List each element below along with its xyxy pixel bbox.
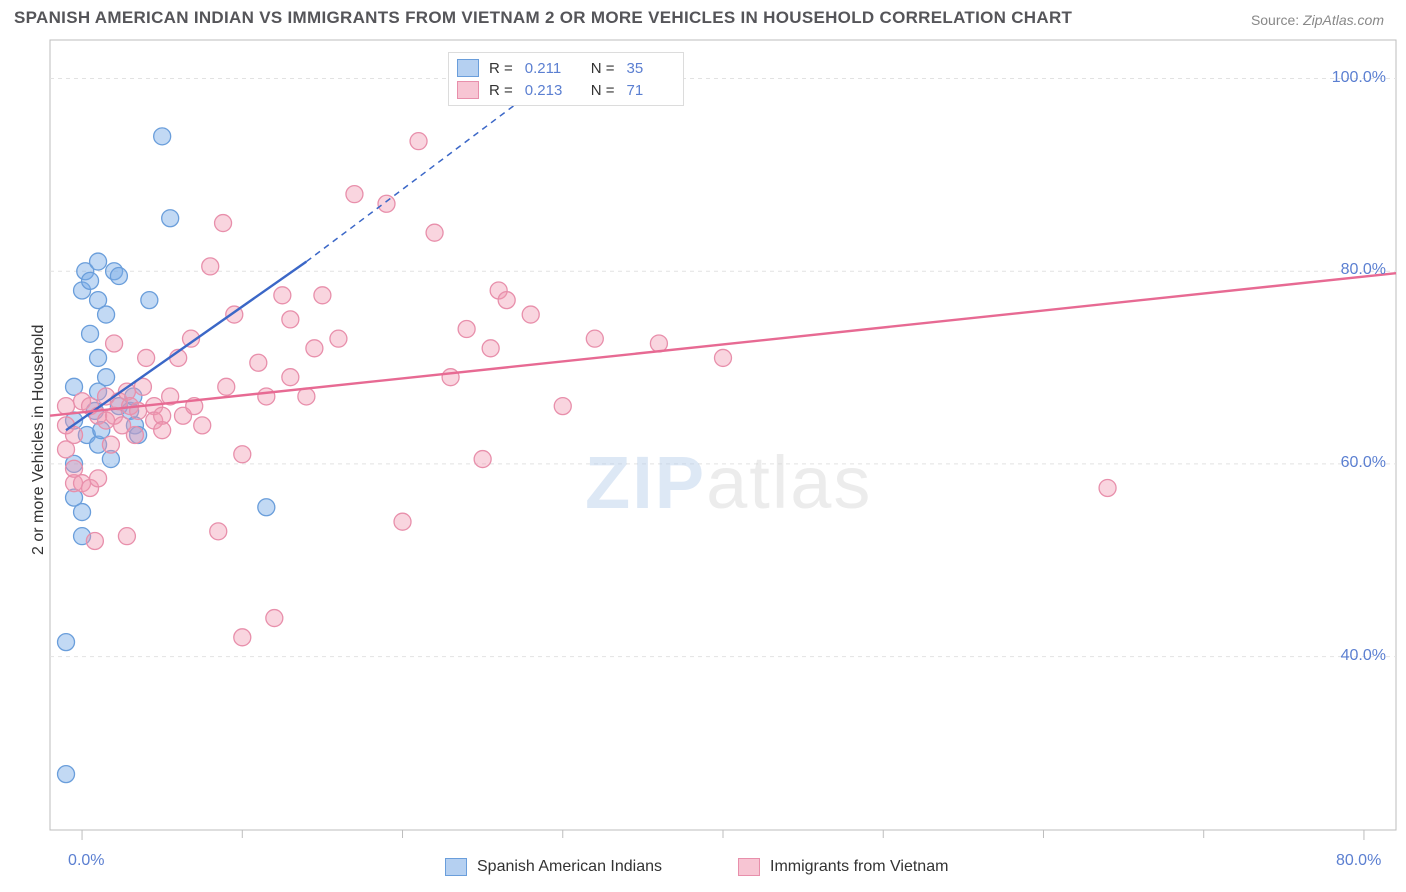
legend-r-value: 0.213 — [525, 82, 571, 99]
correlation-chart: ZIPatlas 2 or more Vehicles in Household… — [0, 0, 1406, 892]
chart-svg — [0, 0, 1406, 892]
legend-r-label: R = — [489, 82, 513, 99]
legend-swatch-pink — [738, 858, 760, 876]
legend-n-value: 35 — [627, 60, 673, 77]
x-tick-label: 0.0% — [68, 852, 104, 870]
y-tick-label: 100.0% — [1332, 69, 1386, 87]
legend-stats-row: R = 0.213 N = 71 — [457, 79, 673, 101]
legend-r-label: R = — [489, 60, 513, 77]
x-tick-label: 80.0% — [1336, 852, 1381, 870]
legend-series-label: Immigrants from Vietnam — [770, 858, 948, 876]
legend-n-label: N = — [591, 60, 615, 77]
legend-swatch-pink — [457, 81, 479, 99]
legend-stats-row: R = 0.211 N = 35 — [457, 57, 673, 79]
y-tick-label: 80.0% — [1341, 261, 1386, 279]
legend-swatch-blue — [445, 858, 467, 876]
legend-n-value: 71 — [627, 82, 673, 99]
y-tick-label: 60.0% — [1341, 454, 1386, 472]
legend-series-item: Spanish American Indians — [445, 858, 662, 876]
legend-series-label: Spanish American Indians — [477, 858, 662, 876]
y-tick-label: 40.0% — [1341, 647, 1386, 665]
legend-swatch-blue — [457, 59, 479, 77]
legend-r-value: 0.211 — [525, 60, 571, 77]
legend-n-label: N = — [591, 82, 615, 99]
legend-stats-box: R = 0.211 N = 35 R = 0.213 N = 71 — [448, 52, 684, 106]
y-axis-label: 2 or more Vehicles in Household — [30, 325, 48, 555]
legend-series-item: Immigrants from Vietnam — [738, 858, 948, 876]
